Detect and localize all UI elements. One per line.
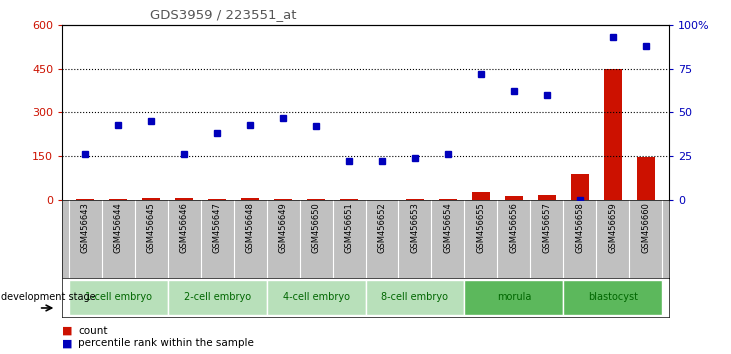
Text: GSM456655: GSM456655 xyxy=(477,202,485,253)
Bar xyxy=(406,199,424,200)
Text: GSM456660: GSM456660 xyxy=(641,202,651,253)
Bar xyxy=(505,196,523,200)
Text: blastocyst: blastocyst xyxy=(588,292,638,302)
Bar xyxy=(109,199,127,200)
Text: GSM456648: GSM456648 xyxy=(246,202,254,253)
Text: GSM456650: GSM456650 xyxy=(311,202,320,253)
Bar xyxy=(604,69,622,200)
Bar xyxy=(167,280,267,315)
Text: GSM456658: GSM456658 xyxy=(575,202,584,253)
Text: percentile rank within the sample: percentile rank within the sample xyxy=(78,338,254,348)
Bar xyxy=(267,280,366,315)
Text: count: count xyxy=(78,326,107,336)
Bar xyxy=(241,198,260,200)
Text: GSM456654: GSM456654 xyxy=(444,202,452,253)
Bar xyxy=(571,174,589,200)
Text: GSM456653: GSM456653 xyxy=(411,202,420,253)
Text: GSM456645: GSM456645 xyxy=(147,202,156,253)
Bar xyxy=(464,280,564,315)
Text: GSM456659: GSM456659 xyxy=(608,202,617,253)
Text: GDS3959 / 223551_at: GDS3959 / 223551_at xyxy=(150,8,296,21)
Bar xyxy=(637,157,655,200)
Text: GSM456652: GSM456652 xyxy=(377,202,387,253)
Text: GSM456644: GSM456644 xyxy=(114,202,123,253)
Text: GSM456647: GSM456647 xyxy=(213,202,221,253)
Bar xyxy=(142,198,160,200)
Bar xyxy=(274,199,292,200)
Text: GSM456656: GSM456656 xyxy=(510,202,518,253)
Text: GSM456646: GSM456646 xyxy=(180,202,189,253)
Bar xyxy=(564,280,662,315)
Bar xyxy=(439,199,457,200)
Text: GSM456657: GSM456657 xyxy=(542,202,551,253)
Text: 1-cell embryo: 1-cell embryo xyxy=(85,292,152,302)
Bar xyxy=(76,199,94,200)
Text: GSM456643: GSM456643 xyxy=(80,202,90,253)
Text: ■: ■ xyxy=(62,338,72,348)
Text: ■: ■ xyxy=(62,326,72,336)
Text: GSM456651: GSM456651 xyxy=(344,202,354,253)
Text: morula: morula xyxy=(496,292,531,302)
Bar xyxy=(208,199,226,200)
Text: 2-cell embryo: 2-cell embryo xyxy=(183,292,251,302)
Bar xyxy=(307,199,325,200)
Bar xyxy=(366,280,464,315)
Text: GSM456649: GSM456649 xyxy=(279,202,287,253)
Text: 4-cell embryo: 4-cell embryo xyxy=(283,292,349,302)
Bar xyxy=(175,198,193,200)
Bar xyxy=(340,199,358,200)
Bar xyxy=(538,195,556,200)
Text: 8-cell embryo: 8-cell embryo xyxy=(382,292,448,302)
Text: development stage: development stage xyxy=(1,292,95,302)
Bar xyxy=(471,192,490,200)
Bar xyxy=(69,280,167,315)
